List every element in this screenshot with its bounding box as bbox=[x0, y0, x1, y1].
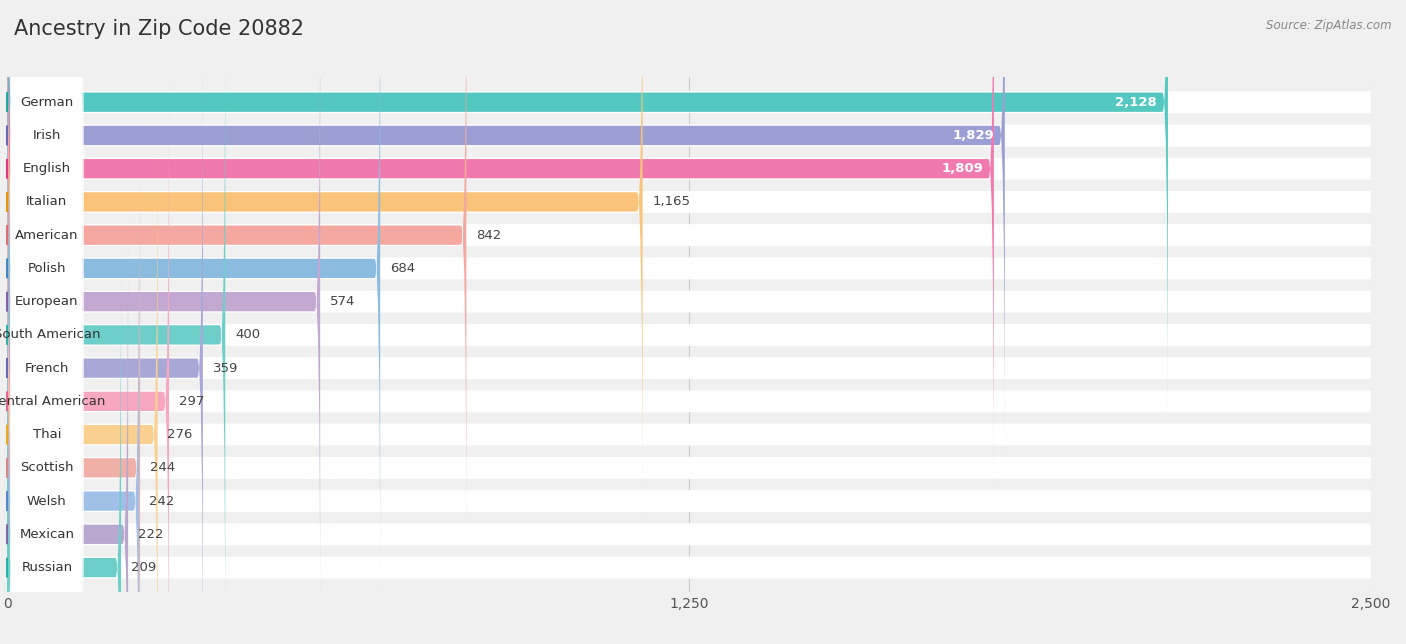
Text: 400: 400 bbox=[235, 328, 260, 341]
FancyBboxPatch shape bbox=[10, 209, 83, 460]
FancyBboxPatch shape bbox=[7, 158, 1371, 180]
Text: Ancestry in Zip Code 20882: Ancestry in Zip Code 20882 bbox=[14, 19, 304, 39]
Text: 1,809: 1,809 bbox=[941, 162, 983, 175]
FancyBboxPatch shape bbox=[7, 424, 1371, 446]
FancyBboxPatch shape bbox=[10, 77, 83, 327]
Text: Welsh: Welsh bbox=[27, 495, 66, 507]
FancyBboxPatch shape bbox=[7, 490, 1371, 512]
Text: American: American bbox=[15, 229, 79, 242]
FancyBboxPatch shape bbox=[10, 43, 83, 294]
Text: 209: 209 bbox=[131, 561, 156, 574]
FancyBboxPatch shape bbox=[10, 276, 83, 527]
Text: Italian: Italian bbox=[27, 195, 67, 209]
FancyBboxPatch shape bbox=[7, 0, 1005, 458]
Text: 297: 297 bbox=[179, 395, 204, 408]
Text: 842: 842 bbox=[477, 229, 502, 242]
FancyBboxPatch shape bbox=[7, 245, 121, 644]
FancyBboxPatch shape bbox=[10, 0, 83, 227]
FancyBboxPatch shape bbox=[7, 0, 1168, 425]
FancyBboxPatch shape bbox=[10, 309, 83, 560]
FancyBboxPatch shape bbox=[7, 191, 1371, 213]
FancyBboxPatch shape bbox=[7, 79, 169, 644]
FancyBboxPatch shape bbox=[7, 0, 321, 625]
FancyBboxPatch shape bbox=[10, 243, 83, 493]
Text: 2,128: 2,128 bbox=[1115, 96, 1157, 109]
FancyBboxPatch shape bbox=[7, 45, 202, 644]
FancyBboxPatch shape bbox=[7, 178, 139, 644]
FancyBboxPatch shape bbox=[7, 0, 380, 591]
Text: 244: 244 bbox=[150, 461, 176, 475]
Text: South American: South American bbox=[0, 328, 100, 341]
Text: 1,165: 1,165 bbox=[652, 195, 690, 209]
Text: 222: 222 bbox=[138, 528, 163, 541]
FancyBboxPatch shape bbox=[7, 124, 1371, 146]
Text: Mexican: Mexican bbox=[20, 528, 75, 541]
Text: Source: ZipAtlas.com: Source: ZipAtlas.com bbox=[1267, 19, 1392, 32]
Text: Scottish: Scottish bbox=[20, 461, 73, 475]
FancyBboxPatch shape bbox=[7, 12, 225, 644]
FancyBboxPatch shape bbox=[10, 176, 83, 427]
Text: Russian: Russian bbox=[21, 561, 73, 574]
FancyBboxPatch shape bbox=[7, 145, 141, 644]
Text: 574: 574 bbox=[330, 295, 356, 308]
Text: English: English bbox=[22, 162, 70, 175]
FancyBboxPatch shape bbox=[7, 258, 1371, 279]
FancyBboxPatch shape bbox=[7, 224, 1371, 246]
Text: 242: 242 bbox=[149, 495, 174, 507]
FancyBboxPatch shape bbox=[7, 556, 1371, 578]
FancyBboxPatch shape bbox=[10, 343, 83, 593]
FancyBboxPatch shape bbox=[7, 112, 157, 644]
Text: 276: 276 bbox=[167, 428, 193, 441]
FancyBboxPatch shape bbox=[7, 212, 128, 644]
FancyBboxPatch shape bbox=[7, 0, 643, 525]
FancyBboxPatch shape bbox=[10, 143, 83, 394]
FancyBboxPatch shape bbox=[10, 109, 83, 361]
Text: 359: 359 bbox=[212, 362, 238, 375]
Text: Irish: Irish bbox=[32, 129, 60, 142]
Text: German: German bbox=[20, 96, 73, 109]
FancyBboxPatch shape bbox=[10, 375, 83, 627]
Text: Thai: Thai bbox=[32, 428, 60, 441]
FancyBboxPatch shape bbox=[10, 10, 83, 261]
Text: 684: 684 bbox=[389, 262, 415, 275]
FancyBboxPatch shape bbox=[7, 390, 1371, 412]
FancyBboxPatch shape bbox=[7, 357, 1371, 379]
Text: Polish: Polish bbox=[28, 262, 66, 275]
FancyBboxPatch shape bbox=[10, 409, 83, 644]
FancyBboxPatch shape bbox=[10, 442, 83, 644]
FancyBboxPatch shape bbox=[7, 524, 1371, 545]
FancyBboxPatch shape bbox=[7, 457, 1371, 478]
FancyBboxPatch shape bbox=[7, 290, 1371, 312]
FancyBboxPatch shape bbox=[7, 0, 467, 558]
Text: French: French bbox=[25, 362, 69, 375]
FancyBboxPatch shape bbox=[7, 324, 1371, 346]
Text: Central American: Central American bbox=[0, 395, 105, 408]
FancyBboxPatch shape bbox=[7, 91, 1371, 113]
Text: European: European bbox=[15, 295, 79, 308]
FancyBboxPatch shape bbox=[7, 0, 994, 491]
Text: 1,829: 1,829 bbox=[952, 129, 994, 142]
